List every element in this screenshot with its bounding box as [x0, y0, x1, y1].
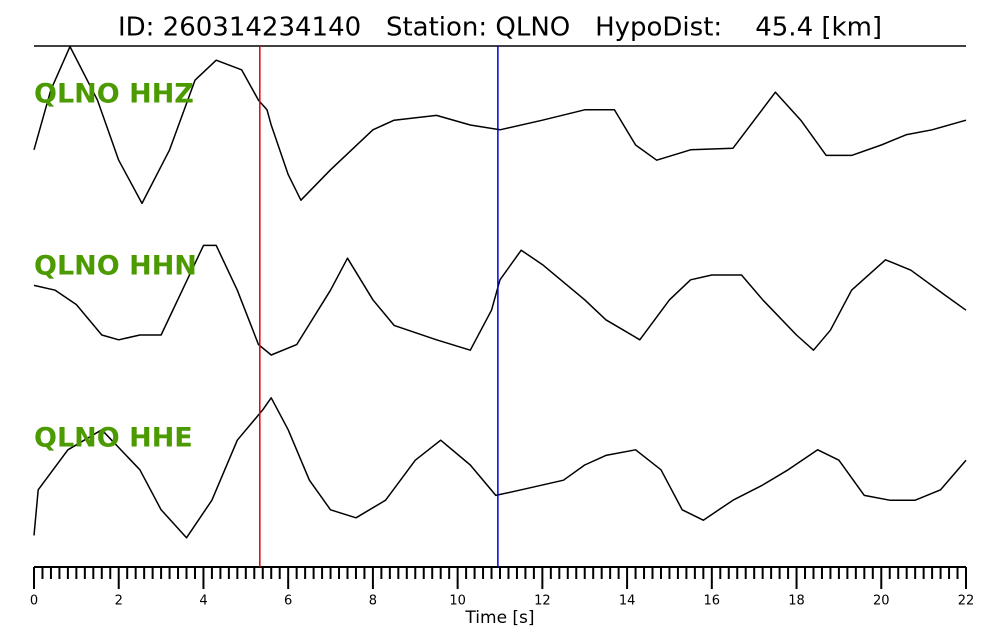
- x-tick-label: 14: [619, 594, 636, 609]
- chart-title: ID: 260314234140 Station: QLNO HypoDist:…: [118, 13, 882, 43]
- x-tick-label: 22: [958, 594, 975, 609]
- x-tick-label: 10: [449, 594, 466, 609]
- trace-label: QLNO HHN: [34, 251, 197, 282]
- x-tick-label: 16: [704, 594, 721, 609]
- x-tick-label: 2: [115, 594, 123, 609]
- x-tick-label: 8: [369, 594, 377, 609]
- waveform: [33, 244, 967, 356]
- x-axis-label: Time [s]: [464, 608, 534, 628]
- waveform: [33, 397, 967, 539]
- x-tick-label: 18: [788, 594, 805, 609]
- waveform: [33, 45, 967, 205]
- trace-label: QLNO HHE: [34, 423, 193, 454]
- x-tick-label: 6: [284, 594, 292, 609]
- x-tick-label: 0: [30, 594, 38, 609]
- trace-label: QLNO HHZ: [34, 79, 194, 110]
- x-tick-label: 12: [534, 594, 551, 609]
- x-tick-label: 4: [199, 594, 207, 609]
- x-tick-label: 20: [873, 594, 890, 609]
